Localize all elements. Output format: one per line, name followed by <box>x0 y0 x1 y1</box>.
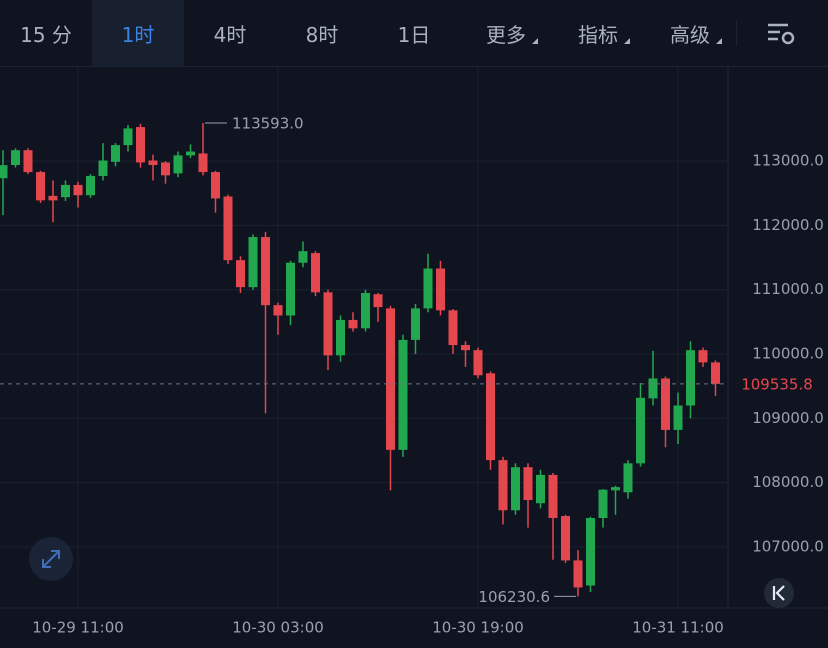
y-tick-label: 107000.0 <box>752 537 824 555</box>
candle-body <box>273 305 283 316</box>
candle-body <box>511 467 520 511</box>
candle-body <box>98 160 108 176</box>
candle-body <box>261 237 270 306</box>
max-label: 113593.0 <box>232 115 304 133</box>
candle-body <box>161 162 170 176</box>
candle-body <box>23 150 33 173</box>
y-tick-label: 109000.0 <box>752 409 824 427</box>
tab-bar: 15 分 1时 4时 8时 1日 更多 指标 高级 <box>0 0 828 67</box>
tab[interactable]: 1时 <box>92 0 184 66</box>
last-price-label: 109535.8 <box>741 375 813 393</box>
candle-body <box>323 292 333 356</box>
candle-body <box>573 560 583 588</box>
candle-body <box>486 373 495 461</box>
candle-body <box>373 294 383 308</box>
tab[interactable]: 8时 <box>305 22 339 47</box>
candle-body <box>0 165 8 179</box>
scroll-end-button[interactable] <box>763 577 795 609</box>
tab-dropdown[interactable]: 更多 <box>460 0 552 66</box>
candle-body <box>648 378 658 399</box>
candle-body <box>311 253 320 293</box>
candle-body <box>523 467 533 500</box>
candle-body <box>598 489 608 518</box>
candle-body <box>186 151 195 156</box>
tab-dropdown[interactable]: 高级 <box>644 0 736 66</box>
dropdown-icon <box>716 38 722 44</box>
candle-body <box>36 172 45 201</box>
candle-body <box>298 251 308 263</box>
candle-body <box>198 153 208 173</box>
min-label: 106230.6 <box>478 588 550 606</box>
candle-body <box>73 184 83 196</box>
tab[interactable]: 4时 <box>213 22 247 47</box>
y-tick-label: 108000.0 <box>752 473 824 491</box>
candle-body <box>236 260 245 288</box>
candle-body <box>361 292 370 329</box>
candle-body <box>61 184 70 198</box>
x-tick-label: 10-30 19:00 <box>432 619 524 637</box>
candle-body <box>286 262 295 316</box>
candle-body <box>711 362 720 384</box>
candle-body <box>623 463 633 493</box>
y-tick-label: 110000.0 <box>752 345 824 363</box>
candle-body <box>636 397 645 464</box>
candle-body <box>611 487 620 491</box>
dropdown-icon <box>532 38 538 44</box>
candle-body <box>536 474 545 504</box>
tab[interactable]: 15 分 <box>20 22 72 47</box>
candle-body <box>473 350 483 376</box>
candle-body <box>498 460 508 511</box>
candle-body <box>386 308 395 450</box>
y-tick-label: 112000.0 <box>752 216 824 234</box>
candle-body <box>223 196 233 261</box>
tab-label: 高级 <box>670 22 710 47</box>
tab-dropdown[interactable]: 指标 <box>552 0 644 66</box>
candle-body <box>461 345 470 351</box>
candle-body <box>336 319 345 356</box>
candle-body <box>423 268 433 309</box>
x-tick-label: 10-30 03:00 <box>232 619 324 637</box>
candle-body <box>48 195 58 201</box>
x-tick-label: 10-29 11:00 <box>32 619 124 637</box>
candle-body <box>111 145 120 162</box>
candle-body <box>448 310 458 346</box>
dropdown-icon <box>624 38 630 44</box>
candle-body <box>248 237 258 288</box>
candle-body <box>436 268 445 311</box>
tab-label: 指标 <box>578 22 618 47</box>
price-tag <box>730 371 826 396</box>
expand-button[interactable] <box>28 536 74 582</box>
candle-body <box>348 319 358 329</box>
candle-body <box>11 150 20 166</box>
candle-body <box>211 172 220 199</box>
tab[interactable]: 1日 <box>397 22 431 47</box>
y-tick-label: 111000.0 <box>752 280 824 298</box>
x-tick-label: 10-31 11:00 <box>632 619 724 637</box>
candle-body <box>561 516 570 561</box>
candle-body <box>673 405 683 430</box>
candle-body <box>86 175 95 196</box>
settings-icon <box>768 23 795 45</box>
candle-body <box>136 127 145 163</box>
y-tick-label: 113000.0 <box>752 152 824 170</box>
candle-body <box>148 160 158 166</box>
candle-body <box>173 155 183 174</box>
candle-body <box>698 350 708 363</box>
candle-body <box>686 350 695 406</box>
candle-body <box>548 474 558 518</box>
candle-body <box>411 308 420 340</box>
candle-body <box>398 339 408 450</box>
candle-body <box>661 378 670 430</box>
candle-body <box>123 128 133 146</box>
candle-body <box>586 517 595 586</box>
settings-button[interactable] <box>736 0 828 66</box>
tab-label: 更多 <box>486 22 526 47</box>
